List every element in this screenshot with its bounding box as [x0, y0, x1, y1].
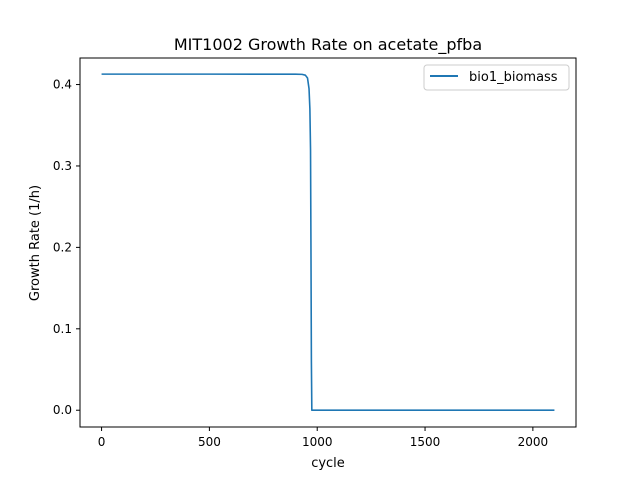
y-tick-label: 0.1 [53, 322, 72, 336]
legend-box [423, 64, 570, 91]
series-line-bio1_biomass [101, 73, 555, 412]
x-tick-label: 2000 [518, 435, 549, 449]
axis-ticks: 0 500 1000 1500 2000 0.0 0.1 0.2 0.3 0.4 [53, 78, 548, 449]
plot-frame [79, 57, 577, 428]
y-tick-label: 0.2 [53, 240, 72, 254]
x-tick-label: 500 [198, 435, 221, 449]
y-tick-label: 0.3 [53, 159, 72, 173]
legend-label: bio1_biomass [469, 70, 558, 85]
plot-lines [101, 73, 555, 412]
x-tick-label: 1500 [410, 435, 441, 449]
x-tick-label: 0 [98, 435, 106, 449]
y-tick-label: 0.0 [53, 403, 72, 417]
y-axis-label: Growth Rate (1/h) [28, 185, 43, 301]
x-axis-label: cycle [311, 456, 345, 471]
legend: bio1_biomass [423, 64, 570, 91]
x-tick-label: 1000 [302, 435, 333, 449]
chart-title: MIT1002 Growth Rate on acetate_pfba [174, 35, 482, 55]
y-tick-label: 0.4 [53, 78, 72, 92]
